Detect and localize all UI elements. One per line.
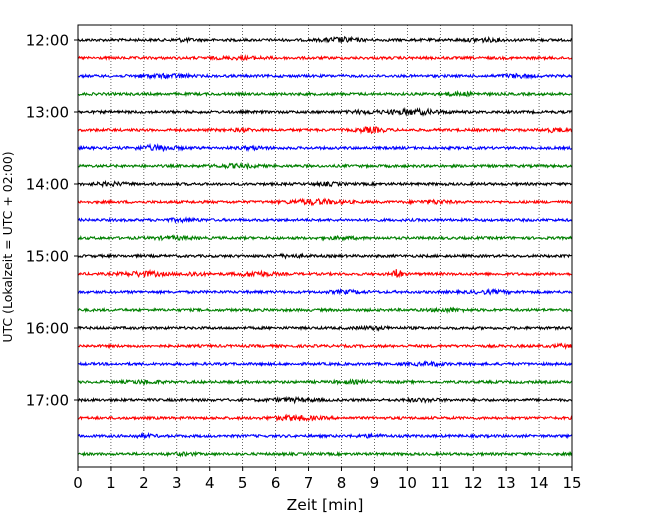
trace-16:30 xyxy=(77,360,573,368)
x-tick-label-14: 14 xyxy=(530,474,549,492)
y-tick-labels: 12:00 13:00 14:00 15:00 16:00 17:00 xyxy=(26,32,69,410)
trace-17:30 xyxy=(77,431,573,440)
trace-14:30 xyxy=(77,216,573,224)
x-tick-label-3: 3 xyxy=(172,474,182,492)
trace-15:30 xyxy=(77,287,573,296)
x-tick-label-8: 8 xyxy=(337,474,347,492)
trace-14:00 xyxy=(77,179,573,189)
y-tick-label-17:00: 17:00 xyxy=(26,392,69,410)
x-tick-label-9: 9 xyxy=(370,474,380,492)
plot-frame xyxy=(77,24,573,468)
x-tick-label-7: 7 xyxy=(304,474,314,492)
x-tick-label-5: 5 xyxy=(238,474,248,492)
trace-16:45 xyxy=(77,378,573,386)
trace-17:45 xyxy=(77,450,573,458)
trace-13:00 xyxy=(77,106,573,117)
x-tick-label-4: 4 xyxy=(205,474,215,492)
x-axis-label: Zeit [min] xyxy=(287,496,364,514)
y-tick-label-12:00: 12:00 xyxy=(26,32,69,50)
trace-16:15 xyxy=(77,342,573,350)
trace-15:45 xyxy=(78,306,573,315)
trace-16:00 xyxy=(77,324,573,332)
x-tick-label-2: 2 xyxy=(139,474,149,492)
y-tick-label-15:00: 15:00 xyxy=(26,248,69,266)
trace-14:15 xyxy=(77,197,573,207)
x-tick-label-6: 6 xyxy=(271,474,281,492)
x-tick-label-10: 10 xyxy=(398,474,417,492)
y-tick-label-13:00: 13:00 xyxy=(26,104,69,122)
trace-12:45 xyxy=(77,89,573,98)
x-tick-label-12: 12 xyxy=(464,474,483,492)
y-axis-label: UTC (Lokalzeit = UTC + 02:00) xyxy=(0,151,15,342)
trace-13:15 xyxy=(77,126,573,135)
x-tick-label-15: 15 xyxy=(562,474,581,492)
axes xyxy=(74,24,573,471)
trace-12:00 xyxy=(77,35,573,44)
trace-15:15 xyxy=(77,268,573,279)
trace-12:15 xyxy=(77,53,573,62)
x-tick-label-0: 0 xyxy=(73,474,83,492)
trace-13:30 xyxy=(77,142,573,153)
y-tick-label-16:00: 16:00 xyxy=(26,320,69,338)
trace-lines xyxy=(77,35,573,458)
trace-17:15 xyxy=(77,413,573,422)
x-tick-label-11: 11 xyxy=(431,474,450,492)
x-tick-labels: 0 1 2 3 4 5 6 7 8 9 10 11 12 13 14 15 xyxy=(73,474,581,492)
x-tick-label-13: 13 xyxy=(497,474,516,492)
trace-14:45 xyxy=(77,234,573,242)
trace-13:45 xyxy=(77,161,573,171)
trace-15:00 xyxy=(77,252,573,260)
y-tick-label-14:00: 14:00 xyxy=(26,176,69,194)
x-tick-label-1: 1 xyxy=(106,474,116,492)
trace-17:00 xyxy=(77,395,573,405)
trace-12:30 xyxy=(77,72,573,81)
